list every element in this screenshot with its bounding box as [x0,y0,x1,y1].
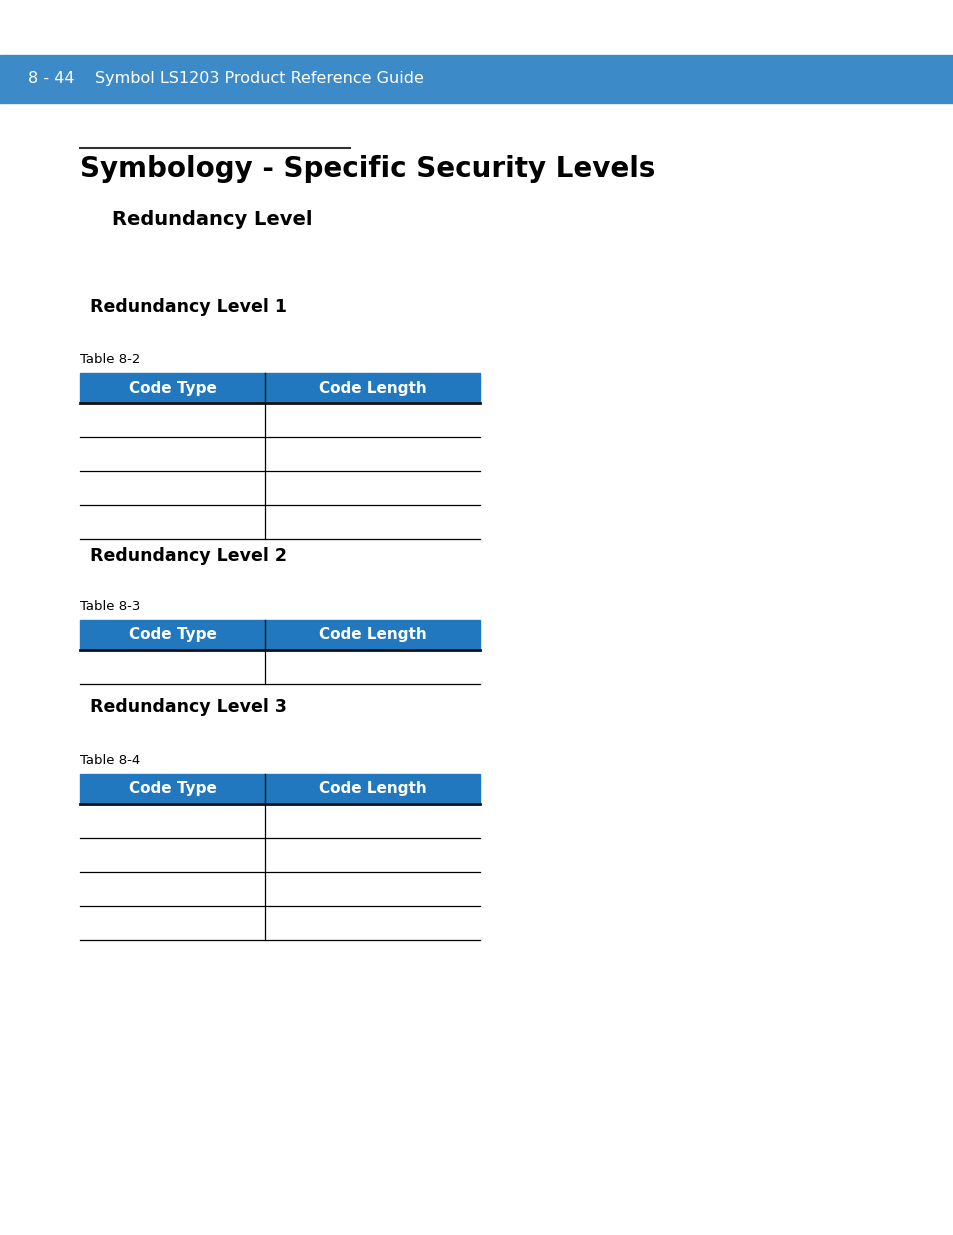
Text: Code Length: Code Length [318,627,426,642]
Text: Code Type: Code Type [129,627,216,642]
Text: Table 8-2: Table 8-2 [80,353,140,366]
Text: Table 8-3: Table 8-3 [80,600,140,613]
Text: Redundancy Level 2: Redundancy Level 2 [90,547,287,564]
Text: Code Length: Code Length [318,380,426,395]
Text: Code Type: Code Type [129,380,216,395]
Bar [0,56,953,103]
Bar [80,774,479,804]
Text: Code Length: Code Length [318,782,426,797]
Text: Symbology - Specific Security Levels: Symbology - Specific Security Levels [80,156,655,183]
Text: 8 - 44    Symbol LS1203 Product Reference Guide: 8 - 44 Symbol LS1203 Product Reference G… [28,72,423,86]
Text: Table 8-4: Table 8-4 [80,755,140,767]
Text: Redundancy Level 3: Redundancy Level 3 [90,698,287,716]
Text: Code Type: Code Type [129,782,216,797]
Text: Redundancy Level 1: Redundancy Level 1 [90,298,287,316]
Bar [80,620,479,650]
Text: Redundancy Level: Redundancy Level [112,210,313,228]
Bar [80,373,479,403]
